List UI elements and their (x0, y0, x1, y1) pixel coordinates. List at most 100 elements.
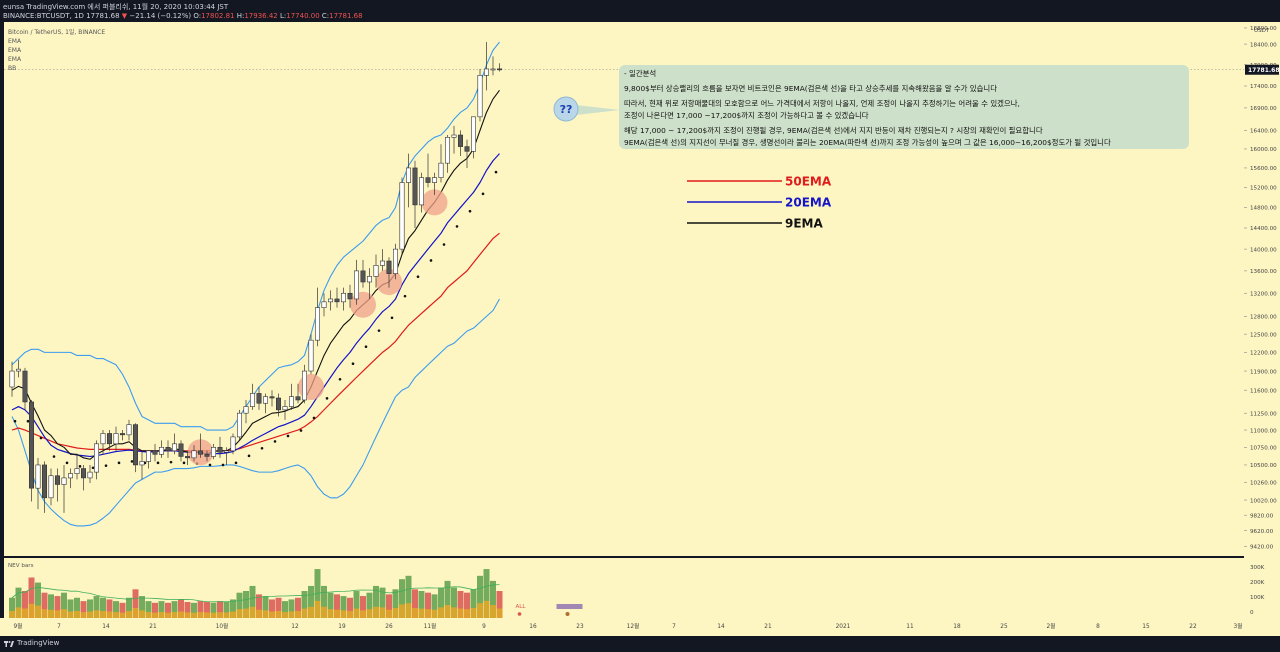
candle-body (308, 339, 314, 372)
candle-body (165, 446, 171, 452)
symbol[interactable]: BINANCE:BTCUSDT, 1D (3, 12, 84, 20)
x-tick-label: 8 (1096, 624, 1100, 630)
volume-bar (405, 575, 412, 618)
candle-body (314, 307, 320, 341)
high-label: H: (236, 12, 245, 20)
volume-bar (119, 602, 126, 618)
volume-bar (28, 577, 35, 618)
candle-body (386, 260, 392, 274)
volume-bar-component (477, 603, 483, 618)
candle-body (464, 146, 470, 152)
volume-bar (113, 601, 119, 618)
volume-bar (15, 587, 22, 618)
event-marker-dot (565, 612, 570, 616)
candle-body (113, 433, 119, 445)
candle-body (301, 370, 307, 401)
psar-dot (208, 463, 212, 467)
volume-bar-component (152, 612, 158, 618)
x-tick-label: 2021 (836, 624, 851, 630)
open-value: 17802.81 (201, 12, 235, 20)
volume-bar-component (490, 605, 496, 618)
x-tick-label: 11 (906, 624, 914, 630)
analysis-heading: - 일간분석 (624, 69, 657, 78)
volume-bar (249, 585, 256, 618)
volume-bar-component (158, 612, 165, 618)
candle-body (496, 68, 502, 71)
legend-label: 9EMA (785, 217, 823, 231)
volume-bar-component (171, 612, 178, 618)
candle-body (172, 443, 178, 452)
y-tick-label: 16400.00 (1250, 129, 1277, 135)
volume-bar-component (444, 605, 451, 618)
y-tick-label: 12800.00 (1250, 315, 1277, 321)
candle-body (262, 396, 268, 404)
volume-bar (236, 592, 243, 618)
x-tick-label: 2월 (1046, 622, 1055, 630)
volume-bar (366, 592, 373, 618)
psar-dot (390, 316, 394, 320)
y-tick-label: 12500.00 (1250, 332, 1277, 338)
volume-bar-component (191, 612, 197, 618)
x-tick-label: 11월 (424, 622, 437, 630)
volume-bar (275, 597, 282, 618)
volume-bar (360, 596, 366, 618)
psar-dot (455, 225, 459, 228)
x-tick-label: 9 (482, 624, 486, 630)
volume-bar-component (431, 609, 438, 618)
volume-bar (80, 601, 87, 618)
volume-bar-component (314, 600, 321, 618)
psar-dot (247, 454, 251, 458)
change-arrow-icon: ▼ (121, 12, 128, 20)
analysis-paragraph-3b: 9EMA(검은색 선)의 지지선이 무너질 경우, 생명선이라 불리는 20EM… (624, 138, 1111, 147)
y-tick-label: 15200.00 (1250, 186, 1277, 192)
indicator-label: BB (8, 65, 16, 72)
y-tick-label: 9620.00 (1250, 529, 1274, 535)
volume-bar-component (366, 609, 373, 618)
volume-bar-component (210, 612, 217, 618)
candle-body (185, 456, 191, 459)
candle-body (15, 368, 21, 372)
candle-body (107, 433, 113, 445)
volume-bar-component (197, 612, 204, 618)
volume-bar-component (321, 606, 327, 618)
analysis-paragraph-2b: 조정이 나온다면 17,000 ~17,200$까지 조정이 가능하다고 볼 수… (624, 111, 869, 120)
volume-bar-component (308, 606, 314, 618)
volume-bar (158, 601, 165, 618)
volume-bar (496, 591, 503, 618)
y-tick-label: 17400.00 (1250, 84, 1277, 90)
candle-body (483, 68, 489, 76)
candle-body (477, 75, 483, 118)
volume-bar (353, 591, 360, 618)
volume-bar (282, 601, 288, 618)
volume-bar (48, 594, 54, 618)
volume-bar (308, 585, 314, 618)
volume-bar (210, 602, 217, 618)
volume-bar-component (9, 610, 15, 618)
y-tick-label: 9820.00 (1250, 513, 1274, 519)
psar-dot (273, 440, 277, 443)
last-price-tag (1245, 64, 1279, 75)
volume-bar-component (496, 608, 503, 618)
psar-dot (351, 362, 355, 366)
psar-dot (182, 461, 186, 465)
candle-body (431, 177, 437, 183)
volume-bar-component (262, 610, 269, 618)
publish-line: eunsa TradingView.com 에서 퍼블리쉬, 11월 20, 2… (3, 3, 229, 11)
footer-bar: TradingView (0, 636, 1280, 652)
legend-label: 50EMA (785, 175, 832, 189)
psar-dot (130, 460, 134, 463)
event-marker-badge (556, 604, 583, 609)
candle-body (191, 450, 197, 459)
volume-bar (340, 596, 347, 618)
volume-bar-component (74, 610, 80, 618)
volume-tick-label: 100K (1250, 595, 1265, 601)
volume-bar (93, 596, 100, 618)
candle-body (87, 471, 93, 479)
candle-body (457, 134, 463, 147)
candle-body (230, 436, 236, 452)
volume-bar-component (457, 608, 464, 618)
volume-bar-component (35, 605, 41, 618)
volume-bar (262, 596, 269, 618)
footer-brand[interactable]: TradingView (17, 639, 60, 647)
candle-body (243, 406, 249, 414)
